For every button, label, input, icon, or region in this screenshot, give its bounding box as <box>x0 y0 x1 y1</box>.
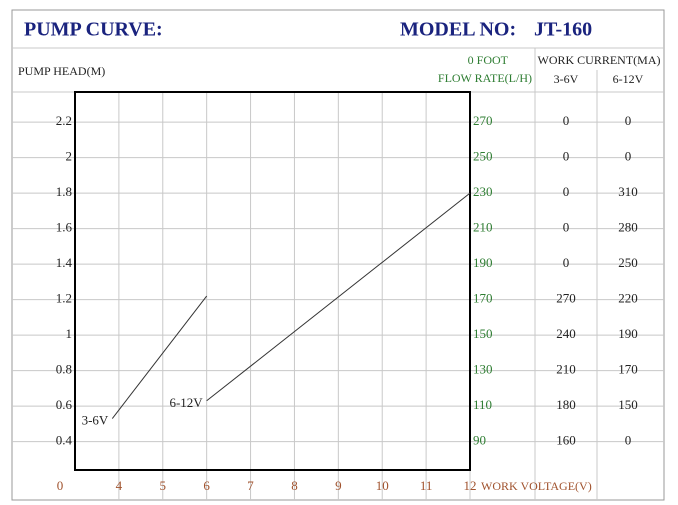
y-tick-label: 0.6 <box>56 397 73 412</box>
title: PUMP CURVE: <box>24 19 163 41</box>
plot-frame <box>74 91 471 471</box>
y-tick-label: 1.8 <box>56 184 72 199</box>
y2-axis-label: FLOW RATE(L/H) <box>438 71 532 85</box>
table-cell: 0 <box>563 149 570 164</box>
table-cell: 170 <box>618 362 638 377</box>
series-label: 3-6V <box>82 413 109 428</box>
table-cell: 180 <box>556 397 576 412</box>
table-cell: 210 <box>556 362 576 377</box>
x-origin-label: 0 <box>57 478 64 493</box>
x-tick-label: 4 <box>116 478 123 493</box>
model-label: MODEL NO: <box>400 19 516 41</box>
table-column: 6-12V <box>613 72 644 86</box>
y-tick-label: 2 <box>66 149 73 164</box>
series-line <box>111 295 208 419</box>
y2-tick-label: 150 <box>473 326 493 341</box>
y2-tick-label: 130 <box>473 362 493 377</box>
y-tick-label: 0.8 <box>56 362 72 377</box>
y2-tick-label: 90 <box>473 433 486 448</box>
model: JT-160 <box>534 19 592 41</box>
y2-tick-label: 230 <box>473 184 493 199</box>
y-axis-label: PUMP HEAD(M) <box>18 64 105 78</box>
y2-tick-label: 250 <box>473 149 493 164</box>
x-tick-label: 5 <box>160 478 167 493</box>
y-tick-label: 2.2 <box>56 113 72 128</box>
y2-tick-label: 170 <box>473 291 493 306</box>
x-tick-label: 6 <box>203 478 210 493</box>
x-tick-label: 10 <box>376 478 389 493</box>
series-label: 6-12V <box>169 395 203 410</box>
y2-axis-label-top: 0 FOOT <box>468 53 509 67</box>
y-tick-label: 1.4 <box>56 255 73 270</box>
series-line <box>206 192 471 402</box>
table-cell: 190 <box>618 326 638 341</box>
x-tick-label: 12 <box>464 478 477 493</box>
y2-tick-label: 190 <box>473 255 493 270</box>
x-tick-label: 9 <box>335 478 342 493</box>
table-cell: 270 <box>556 291 576 306</box>
x-tick-label: 8 <box>291 478 298 493</box>
table-cell: 150 <box>618 397 638 412</box>
table-cell: 0 <box>625 113 632 128</box>
table-cell: 0 <box>563 184 570 199</box>
table-cell: 160 <box>556 433 576 448</box>
x-tick-label: 7 <box>247 478 254 493</box>
table-cell: 0 <box>625 433 632 448</box>
table-cell: 0 <box>563 255 570 270</box>
x-axis-label: WORK VOLTAGE(V) <box>481 479 592 493</box>
table-cell: 0 <box>563 113 570 128</box>
table-cell: 240 <box>556 326 576 341</box>
table-title: WORK CURRENT(MA) <box>538 53 661 67</box>
table-cell: 0 <box>563 220 570 235</box>
table-cell: 310 <box>618 184 638 199</box>
table-cell: 220 <box>618 291 638 306</box>
y2-tick-label: 110 <box>473 397 492 412</box>
table-cell: 250 <box>618 255 638 270</box>
table-cell: 280 <box>618 220 638 235</box>
y-tick-label: 1.2 <box>56 291 72 306</box>
y-tick-label: 0.4 <box>56 433 73 448</box>
y-tick-label: 1 <box>66 326 73 341</box>
y2-tick-label: 270 <box>473 113 493 128</box>
y2-tick-label: 210 <box>473 220 493 235</box>
x-tick-label: 11 <box>420 478 433 493</box>
y-tick-label: 1.6 <box>56 220 73 235</box>
table-column: 3-6V <box>554 72 579 86</box>
table-cell: 0 <box>625 149 632 164</box>
